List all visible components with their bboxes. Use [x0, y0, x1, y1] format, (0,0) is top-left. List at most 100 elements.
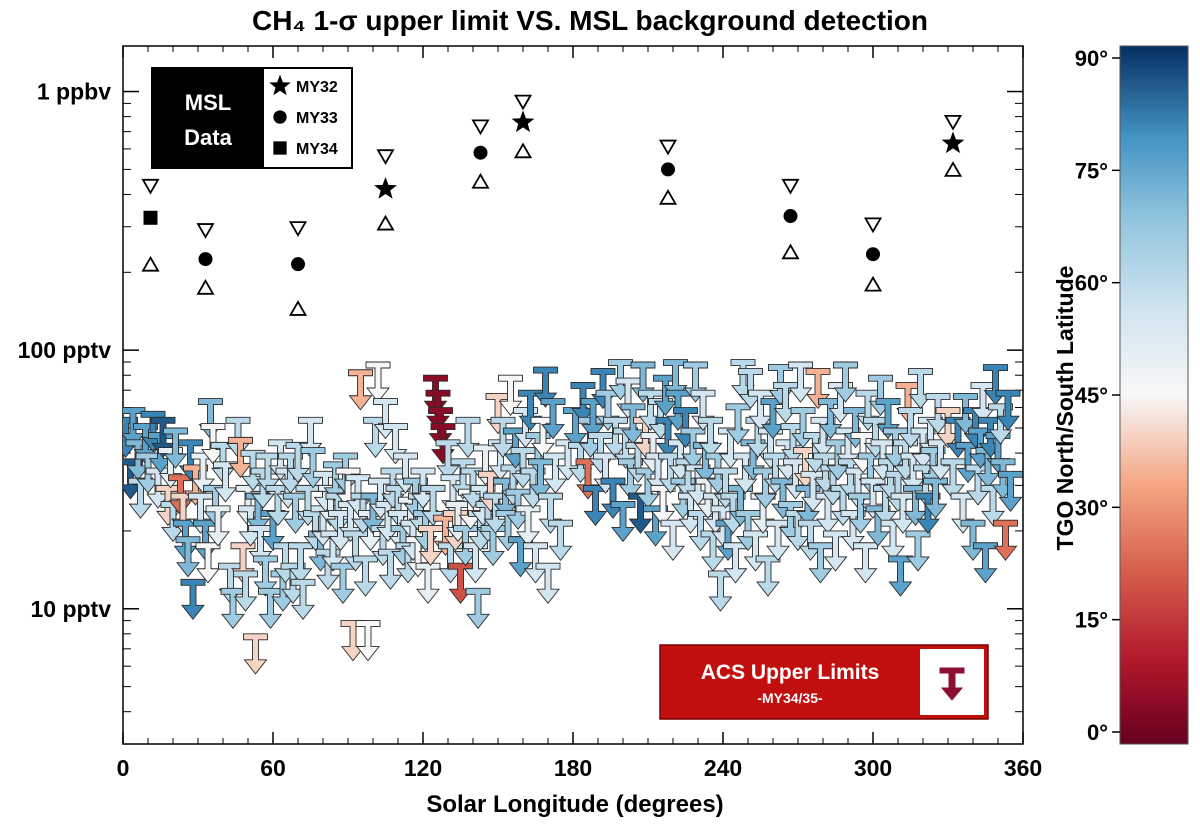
acs-upper-limit-arrow	[415, 562, 441, 604]
acs-upper-limit-arrow	[823, 530, 848, 572]
msl-legend-title-line-1: MSL	[185, 90, 231, 115]
msl-upper-bound-triangle	[943, 114, 963, 131]
acs-legend-title: ACS Upper Limits	[701, 661, 880, 684]
msl-lower-bound-triangle	[943, 161, 963, 177]
acs-upper-limit-arrow	[535, 562, 561, 604]
acs-upper-limit-arrow	[708, 570, 733, 612]
acs-upper-limit-arrow	[788, 361, 813, 403]
msl-legend-entry-label: MY32	[296, 79, 338, 96]
acs-upper-limit-arrow	[650, 484, 676, 527]
acs-upper-limit-arrow	[175, 536, 201, 578]
acs-upper-limit-arrow	[998, 470, 1023, 513]
acs-upper-limit-arrow	[618, 458, 643, 500]
acs-upper-limit-arrow	[905, 530, 931, 572]
acs-upper-limit-arrow	[288, 542, 313, 584]
msl-upper-bound-triangle	[471, 119, 490, 136]
acs-upper-limit-arrow	[163, 427, 188, 469]
acs-upper-limit-arrow	[548, 519, 573, 561]
x-axis-label: Solar Longitude (degrees)	[426, 791, 723, 818]
colorbar-label: TGO North/South Latitude	[1052, 266, 1078, 551]
msl-star-marker	[941, 131, 965, 154]
msl-legend-entry-label: MY34	[296, 141, 338, 158]
acs-upper-limit-arrow	[300, 447, 326, 489]
colorbar-tick-label: 90°	[1075, 46, 1108, 71]
acs-upper-limit-arrow	[923, 477, 948, 519]
acs-upper-limit-arrow	[698, 416, 723, 459]
msl-upper-bound-triangle	[288, 221, 308, 237]
msl-upper-bound-triangle	[513, 94, 533, 111]
acs-upper-limit-arrow	[725, 403, 751, 445]
msl-upper-bound-triangle	[658, 139, 678, 156]
acs-upper-limit-arrow	[515, 505, 541, 547]
colorbar-tick-label: 15°	[1075, 608, 1108, 633]
acs-upper-limit-arrow	[600, 477, 626, 519]
acs-upper-limit-arrow	[973, 542, 998, 584]
acs-upper-limit-arrow	[748, 389, 773, 431]
acs-upper-limit-arrow	[995, 389, 1021, 431]
x-tick-label: 180	[554, 755, 592, 781]
msl-upper-bound-triangle	[863, 217, 883, 234]
msl-star-marker	[374, 177, 397, 199]
acs-upper-limit-arrow	[490, 416, 516, 459]
acs-upper-limit-arrow	[960, 519, 986, 561]
x-tick-label: 0	[117, 755, 130, 781]
msl-star-marker	[511, 110, 535, 133]
x-tick-label: 120	[404, 755, 442, 781]
msl-legend-entry-label: MY33	[296, 110, 338, 127]
acs-upper-limit-arrow	[935, 407, 961, 449]
msl-circle-marker	[291, 257, 305, 272]
msl-lower-bound-triangle	[288, 300, 308, 316]
msl-lower-bound-triangle	[863, 275, 883, 292]
y-tick-label: 100 pptv	[18, 337, 112, 363]
acs-upper-limit-arrow	[680, 427, 706, 469]
chart-title: CH₄ 1-σ upper limit VS. MSL background d…	[252, 5, 928, 36]
acs-upper-limit-arrow	[660, 519, 686, 561]
acs-upper-limit-arrow	[290, 578, 316, 621]
msl-circle-marker	[661, 162, 675, 177]
colorbar-tick-label: 75°	[1075, 158, 1108, 183]
msl-square-marker	[143, 210, 158, 225]
msl-lower-bound-triangle	[376, 214, 395, 231]
y-tick-label: 1 ppbv	[37, 79, 111, 105]
msl-circle-marker	[783, 209, 798, 224]
acs-upper-limit-arrow	[365, 361, 391, 403]
acs-upper-limit-arrow	[228, 436, 253, 479]
acs-upper-limit-arrow	[620, 403, 646, 445]
colorbar-tick-label: 60°	[1075, 271, 1108, 296]
acs-upper-limit-marks	[123, 359, 1023, 675]
plot-area: 0 60 120 180 240 300 360 10 pptv 100 pptv 1 ppbv	[18, 45, 1042, 781]
msl-circle-marker	[198, 252, 213, 267]
acs-upper-limit-arrow	[523, 542, 548, 584]
acs-upper-limit-arrow	[833, 361, 858, 403]
acs-upper-limit-arrow	[733, 452, 758, 494]
acs-upper-limit-arrow	[195, 542, 221, 584]
msl-lower-bound-triangle	[471, 172, 490, 189]
acs-legend-arrow-icon	[939, 667, 965, 701]
msl-lower-bound-triangle	[781, 243, 800, 260]
colorbar-tick-label: 30°	[1075, 495, 1108, 520]
x-axis-ticks: 0 60 120 180 240 300 360	[117, 46, 1042, 781]
acs-upper-limit-arrow	[180, 578, 206, 621]
acs-upper-limit-arrow	[205, 505, 231, 547]
msl-circle-marker	[273, 110, 287, 124]
acs-upper-limit-arrow	[258, 587, 283, 630]
acs-upper-limit-arrow	[865, 505, 891, 547]
x-tick-label: 60	[260, 755, 286, 781]
msl-detection-marks	[141, 94, 965, 316]
msl-star-marker	[269, 74, 291, 96]
acs-upper-limit-arrow	[540, 398, 566, 440]
msl-legend: MSL Data MY32 MY33 MY34	[151, 67, 353, 169]
acs-upper-limit-arrow	[810, 416, 836, 459]
acs-upper-limit-arrow	[603, 416, 628, 459]
msl-legend-title-box	[152, 68, 264, 168]
acs-legend-subtitle: -MY34/35-	[757, 690, 823, 706]
colorbar: 0° 15° 30° 45° 60° 75° 90° TGO North/South Lat…	[1052, 45, 1189, 745]
colorbar-gradient	[1119, 45, 1189, 745]
y-tick-label: 10 pptv	[30, 596, 111, 622]
x-tick-label: 360	[1004, 755, 1042, 781]
acs-upper-limit-arrow	[765, 519, 791, 561]
acs-upper-limit-arrow	[898, 407, 923, 449]
acs-upper-limit-arrow	[853, 542, 878, 584]
msl-lower-bound-triangle	[141, 255, 160, 272]
